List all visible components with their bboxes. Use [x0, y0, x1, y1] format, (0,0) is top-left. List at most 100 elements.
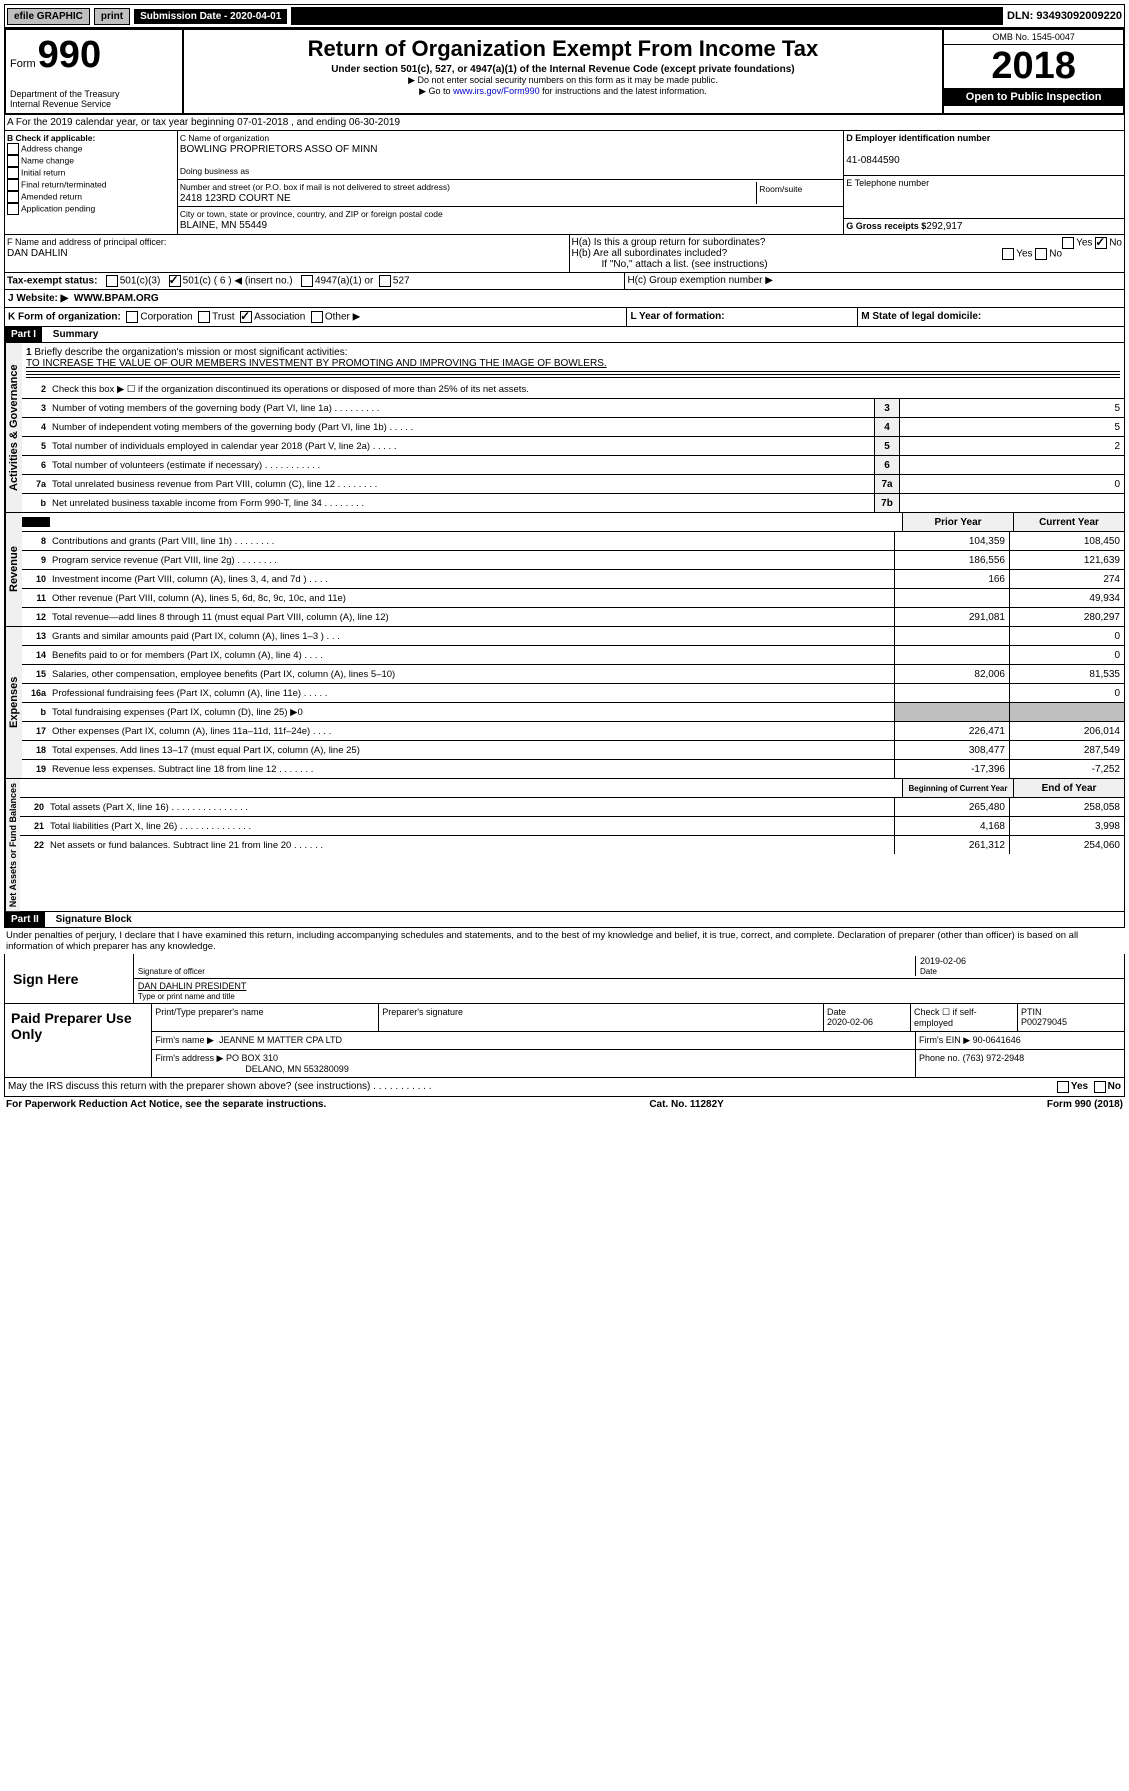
dba-label: Doing business as — [180, 166, 249, 176]
l-label: L Year of formation: — [630, 311, 724, 322]
cb-other[interactable] — [311, 311, 323, 323]
sign-here: Sign Here — [5, 954, 133, 1003]
revenue-label: Revenue — [5, 513, 22, 626]
k-label: K Form of organization: — [8, 312, 121, 323]
paid-preparer: Paid Preparer Use Only Print/Type prepar… — [4, 1004, 1125, 1078]
prep-date: 2020-02-06 — [827, 1017, 873, 1027]
checkbox-address[interactable] — [7, 143, 19, 155]
expenses-section: Expenses 13Grants and similar amounts pa… — [4, 627, 1125, 779]
prep-sig-hdr: Preparer's signature — [379, 1004, 824, 1031]
table-row: bTotal fundraising expenses (Part IX, co… — [22, 703, 1124, 722]
ha-yes[interactable] — [1062, 237, 1074, 249]
ein-label: D Employer identification number — [846, 133, 990, 143]
table-row: 19Revenue less expenses. Subtract line 1… — [22, 760, 1124, 778]
gross-val: 292,917 — [926, 221, 962, 232]
checkbox-initial[interactable] — [7, 167, 19, 179]
cb-501c3[interactable] — [106, 275, 118, 287]
checkbox-pending[interactable] — [7, 203, 19, 215]
efile-btn[interactable]: efile GRAPHIC — [7, 8, 90, 25]
paid-label: Paid Preparer Use Only — [5, 1004, 151, 1077]
ptin: P00279045 — [1021, 1017, 1067, 1027]
city: BLAINE, MN 55449 — [180, 220, 267, 231]
rev-header-row: b Prior Year Current Year — [22, 513, 1124, 532]
tax-status-label: Tax-exempt status: — [7, 276, 97, 287]
street-addr: 2418 123RD COURT NE — [180, 193, 291, 204]
table-row: bNet unrelated business taxable income f… — [22, 494, 1124, 512]
omb: OMB No. 1545-0047 — [944, 30, 1123, 45]
cb-corp[interactable] — [126, 311, 138, 323]
ha-no[interactable] — [1095, 237, 1107, 249]
table-row: 12Total revenue—add lines 8 through 11 (… — [22, 608, 1124, 626]
governance-label: Activities & Governance — [5, 343, 22, 512]
topbar-fill — [291, 7, 1003, 25]
form-ref: Form 990 (2018) — [1047, 1099, 1123, 1110]
current-year-hdr: Current Year — [1013, 513, 1124, 531]
firm-phone: (763) 972-2948 — [963, 1053, 1025, 1063]
officer-label: F Name and address of principal officer: — [7, 237, 166, 247]
section-b: B Check if applicable: Address change Na… — [5, 131, 178, 234]
form-title: Return of Organization Exempt From Incom… — [188, 36, 939, 62]
table-row: 11Other revenue (Part VIII, column (A), … — [22, 589, 1124, 608]
form-note1: ▶ Do not enter social security numbers o… — [188, 75, 939, 86]
netassets-section: Net Assets or Fund Balances Beginning of… — [4, 779, 1125, 912]
table-row: 13Grants and similar amounts paid (Part … — [22, 627, 1124, 646]
firm-name: JEANNE M MATTER CPA LTD — [219, 1035, 342, 1045]
m-label: M State of legal domicile: — [861, 311, 981, 322]
firm-ein: 90-0641646 — [973, 1035, 1021, 1045]
self-emp: Check ☐ if self-employed — [911, 1004, 1018, 1031]
cat-no: Cat. No. 11282Y — [649, 1099, 723, 1110]
part2-header: Part II Signature Block — [4, 912, 1125, 928]
checkbox-amended[interactable] — [7, 191, 19, 203]
cb-4947[interactable] — [301, 275, 313, 287]
sig-date: 2019-02-06 — [920, 956, 966, 966]
prior-year-hdr: Prior Year — [902, 513, 1013, 531]
table-row: 8Contributions and grants (Part VIII, li… — [22, 532, 1124, 551]
dept: Department of the Treasury Internal Reve… — [10, 89, 178, 109]
open-public: Open to Public Inspection — [944, 88, 1123, 106]
checkbox-name[interactable] — [7, 155, 19, 167]
net-label: Net Assets or Fund Balances — [5, 779, 20, 911]
firm-city: DELANO, MN 553280099 — [155, 1064, 349, 1074]
hb-yes[interactable] — [1002, 248, 1014, 260]
cb-assoc[interactable] — [240, 311, 252, 323]
cb-trust[interactable] — [198, 311, 210, 323]
cb-527[interactable] — [379, 275, 391, 287]
discuss-yes[interactable] — [1057, 1081, 1069, 1093]
print-btn[interactable]: print — [94, 8, 130, 25]
cb-501c[interactable] — [169, 275, 181, 287]
sig-officer-lbl: Signature of officer — [138, 967, 205, 976]
expenses-label: Expenses — [5, 627, 22, 778]
declaration: Under penalties of perjury, I declare th… — [4, 928, 1125, 954]
block-i-hc: Tax-exempt status: 501(c)(3) 501(c) ( 6 … — [4, 273, 1125, 290]
form-label: Form — [10, 58, 36, 70]
discuss-no[interactable] — [1094, 1081, 1106, 1093]
h-a: H(a) Is this a group return for subordin… — [572, 237, 766, 248]
table-row: 6Total number of volunteers (estimate if… — [22, 456, 1124, 475]
block-f-h: F Name and address of principal officer:… — [4, 235, 1125, 273]
website-label: J Website: ▶ — [8, 293, 68, 304]
h-c: H(c) Group exemption number ▶ — [625, 273, 1124, 289]
c-name-label: C Name of organization — [180, 133, 269, 143]
form-header: Form 990 Department of the Treasury Inte… — [4, 28, 1125, 115]
sign-block: Sign Here Signature of officer 2019-02-0… — [4, 954, 1125, 1004]
table-row: 15Salaries, other compensation, employee… — [22, 665, 1124, 684]
form-subtitle: Under section 501(c), 527, or 4947(a)(1)… — [188, 64, 939, 75]
row-a: A For the 2019 calendar year, or tax yea… — [4, 115, 1125, 131]
mission-label: Briefly describe the organization's miss… — [34, 347, 347, 358]
mission-text: TO INCREASE THE VALUE OF OUR MEMBERS INV… — [26, 358, 607, 369]
part1-header: Part I Summary — [4, 327, 1125, 343]
checkbox-final[interactable] — [7, 179, 19, 191]
table-row: 17Other expenses (Part IX, column (A), l… — [22, 722, 1124, 741]
block-b-to-g: B Check if applicable: Address change Na… — [4, 131, 1125, 235]
k-l-m-row: K Form of organization: Corporation Trus… — [4, 308, 1125, 327]
form-number: 990 — [38, 34, 101, 77]
footer: For Paperwork Reduction Act Notice, see … — [4, 1097, 1125, 1112]
revenue-section: Revenue b Prior Year Current Year 8Contr… — [4, 513, 1125, 627]
gross-label: G Gross receipts $ — [846, 221, 926, 231]
irs-link[interactable]: www.irs.gov/Form990 — [453, 86, 540, 96]
hb-no[interactable] — [1035, 248, 1047, 260]
dln: DLN: 93493092009220 — [1007, 10, 1122, 22]
officer-name: DAN DAHLIN — [7, 248, 68, 259]
form-note2: ▶ Go to www.irs.gov/Form990 for instruct… — [188, 86, 939, 97]
table-row: 20Total assets (Part X, line 16) . . . .… — [20, 798, 1124, 817]
